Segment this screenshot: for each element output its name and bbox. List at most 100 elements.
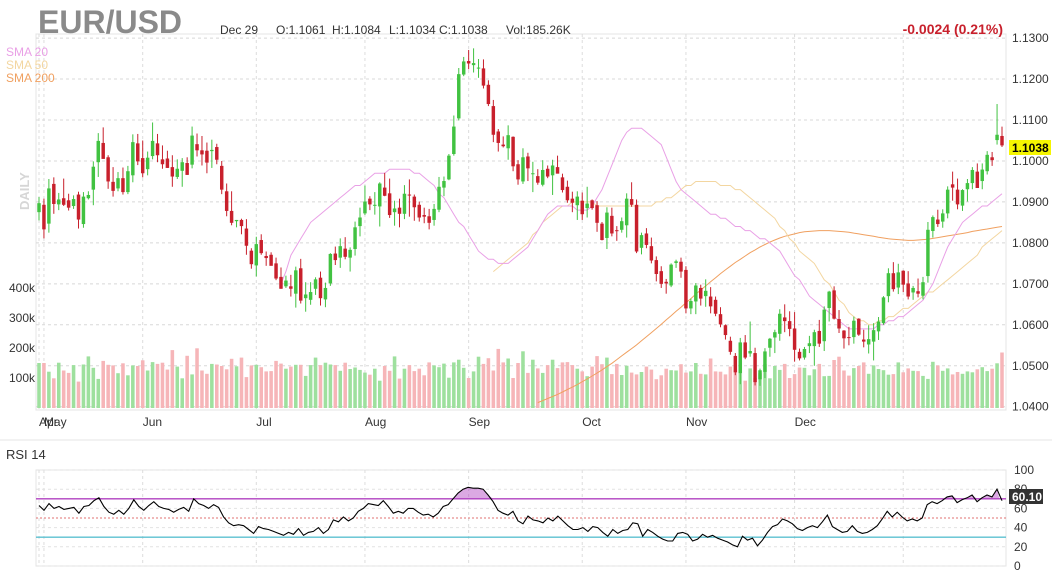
- candle-body: [881, 297, 886, 324]
- volume-bar: [886, 374, 891, 408]
- candle-body: [427, 216, 431, 223]
- candle-body: [382, 187, 387, 196]
- candle-body: [950, 184, 955, 188]
- candle-body: [437, 186, 441, 210]
- volume-bar: [664, 368, 668, 408]
- volume-bar: [224, 369, 229, 408]
- volume-bar: [427, 362, 431, 408]
- candlesticks: [37, 48, 1004, 386]
- candle-body: [703, 290, 708, 297]
- candle-body: [155, 143, 160, 156]
- candle-body: [990, 157, 994, 161]
- candle-body: [101, 142, 105, 159]
- candle-body: [353, 227, 357, 250]
- volume-bar: [180, 378, 184, 408]
- candle-body: [481, 68, 486, 86]
- volume-bar: [491, 370, 496, 408]
- volume-bar: [195, 348, 199, 408]
- candle-body: [536, 176, 540, 183]
- volume-bar: [215, 364, 219, 408]
- rsi-last-label: 60.10: [1012, 490, 1042, 504]
- volume-bar: [901, 372, 906, 408]
- price-gridlines: [36, 34, 1006, 410]
- volume-tick-label: 200k: [9, 341, 36, 355]
- volume-bar: [279, 363, 283, 408]
- candle-body: [457, 74, 461, 119]
- candle-body: [600, 223, 604, 241]
- rsi-tick-label: 40: [1014, 521, 1028, 535]
- volume-bar: [857, 366, 861, 408]
- candle-body: [165, 158, 170, 168]
- candle-body: [916, 291, 920, 294]
- candle-body: [970, 169, 975, 184]
- volume-bar: [560, 362, 565, 408]
- volume-bar: [995, 363, 999, 408]
- candle-body: [496, 131, 501, 143]
- volume-bar: [526, 372, 530, 408]
- volume-bar: [605, 357, 609, 408]
- volume-bar: [679, 364, 683, 408]
- month-label: Sep: [469, 415, 491, 429]
- candle-body: [812, 332, 817, 347]
- candle-body: [348, 249, 352, 258]
- candle-body: [891, 273, 896, 290]
- rsi-axis: 100806040200: [1014, 463, 1034, 571]
- candle-body: [76, 194, 81, 220]
- volume-bar: [328, 364, 333, 408]
- volume-bar: [728, 366, 733, 408]
- volume-bar: [743, 380, 747, 408]
- price-tick-label: 1.0600: [1012, 318, 1049, 332]
- candle-body: [378, 183, 382, 207]
- volume-bar: [619, 375, 624, 408]
- volume-bar: [822, 376, 826, 408]
- candle-body: [778, 313, 782, 334]
- candle-body: [649, 246, 654, 261]
- candle-body: [585, 203, 589, 209]
- candle-body: [358, 217, 362, 227]
- volume-bar: [931, 361, 935, 408]
- volume-bar: [101, 360, 105, 408]
- volume-bar: [61, 370, 66, 408]
- candle-body: [975, 171, 980, 189]
- volume-bar: [565, 362, 570, 408]
- candle-body: [733, 355, 738, 373]
- candle-body: [195, 144, 199, 151]
- volume-bar: [348, 369, 352, 408]
- price-tick-label: 1.1300: [1012, 31, 1049, 45]
- candle-body: [111, 181, 115, 191]
- candle-body: [274, 263, 278, 279]
- month-label: Oct: [582, 415, 601, 429]
- volume-bar: [624, 365, 629, 408]
- legend-sma50: SMA 50: [6, 58, 48, 72]
- volume-bar: [758, 373, 762, 408]
- candle-body: [521, 157, 525, 182]
- candle-body: [333, 253, 338, 261]
- candle-body: [615, 230, 619, 232]
- volume-bar: [160, 362, 165, 408]
- volume-bar: [723, 374, 728, 408]
- candle-body: [728, 340, 733, 352]
- candle-body: [753, 353, 757, 383]
- price-tick-label: 1.1000: [1012, 154, 1049, 168]
- volume-tick-label: 300k: [9, 311, 36, 325]
- candle-body: [299, 268, 303, 301]
- candle-body: [86, 194, 91, 199]
- candle-body: [71, 199, 76, 207]
- candle-body: [145, 157, 150, 170]
- volume-bar: [812, 369, 817, 408]
- volume-bar: [753, 378, 757, 408]
- volume-bar: [945, 368, 950, 408]
- candle-body: [580, 200, 584, 215]
- volume-bar: [669, 370, 673, 408]
- volume-bar: [703, 374, 708, 408]
- candle-body: [842, 330, 846, 339]
- candle-body: [832, 290, 836, 319]
- volume-bar: [111, 365, 115, 408]
- candle-body: [294, 270, 298, 294]
- candle-body: [96, 140, 100, 163]
- volume-bar: [926, 378, 930, 408]
- candle-body: [837, 319, 841, 329]
- candle-body: [886, 273, 891, 297]
- header-high: H:1.1084: [332, 23, 381, 37]
